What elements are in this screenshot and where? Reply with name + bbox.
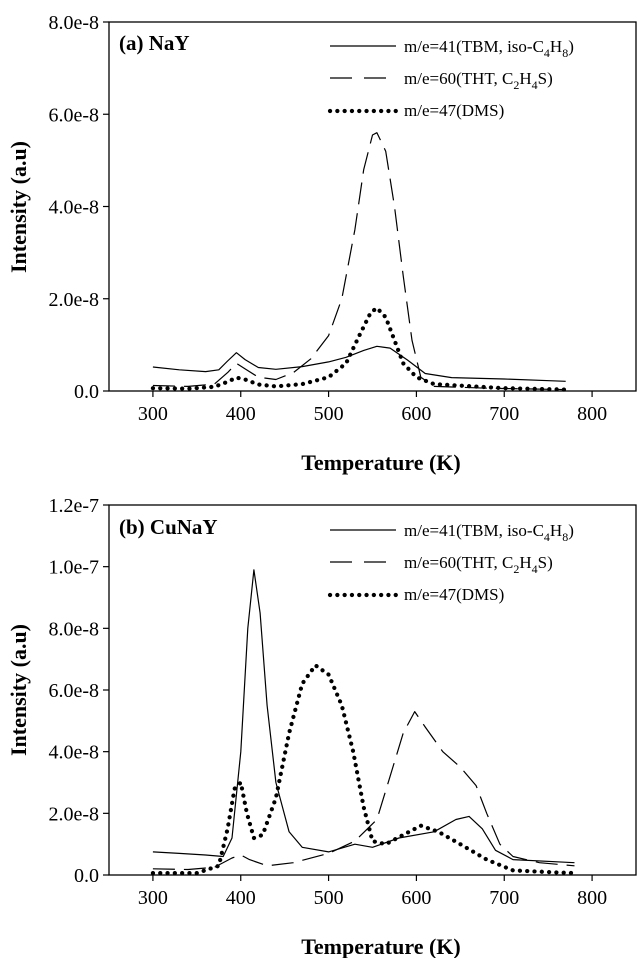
y-tick-label: 6.0e-8 [48,680,99,702]
y-tick-label: 0.0 [74,381,99,403]
series-line-solid [152,569,575,864]
series-line-dashed [152,132,566,391]
x-tick-label: 300 [138,887,168,909]
legend-label: m/e=60(THT, C2H4S) [404,69,553,92]
panel-b-y-ticks: 0.0 2.0e-8 4.0e-8 6.0e-8 8.0e-8 1.0e-7 1.2e-7 [48,495,109,887]
panel-a-x-ticks: 300 400 500 600 700 800 [138,391,607,425]
x-tick-label: 400 [226,887,256,909]
y-tick-label: 6.0e-8 [48,104,99,126]
x-tick-label: 500 [314,887,344,909]
x-tick-label: 300 [138,403,168,425]
y-tick-label: 4.0e-8 [48,742,99,764]
panel-a-plot-frame [108,21,637,392]
y-tick-label: 4.0e-8 [48,197,99,219]
x-tick-label: 800 [577,403,607,425]
series-line-dotted [150,305,568,392]
panel-b-plot-frame [108,504,637,876]
panel-b: 0.02.0e-84.0e-86.0e-88.0e-81.0e-71.2e-7 … [6,495,637,958]
y-tick-label: 1.2e-7 [48,495,99,517]
panel-a: 0.0 2.0e-8 4.0e-8 6.0e-8 8.0e-8 300 400 500 600… [6,12,637,475]
y-tick-label: 2.0e-8 [48,289,99,311]
x-tick-label: 600 [401,403,431,425]
legend-label: m/e=60(THT, C2H4S) [404,553,553,576]
x-tick-label: 700 [489,403,519,425]
panel-a-legend: m/e=41(TBM, iso-C4H8) m/e=60(THT, C2H4S) m… [327,37,574,120]
x-tick-label: 400 [226,403,256,425]
legend-label: m/e=41(TBM, iso-C4H8) [404,521,574,544]
panel-a-series [150,132,568,392]
panel-a-x-axis-label: Temperature (K) [301,450,460,475]
y-tick-label: 2.0e-8 [48,803,99,825]
legend-label: m/e=47(DMS) [404,585,504,604]
y-tick-label: 8.0e-8 [48,618,99,640]
x-tick-label: 800 [577,887,607,909]
legend-label: m/e=47(DMS) [404,101,504,120]
panel-a-y-ticks: 0.0 2.0e-8 4.0e-8 6.0e-8 8.0e-8 [48,12,109,403]
x-tick-label: 600 [401,887,431,909]
panel-b-y-axis-label: Intensity (a.u) [6,624,31,756]
legend-label: m/e=41(TBM, iso-C4H8) [404,37,574,60]
y-tick-label: 1.0e-7 [48,557,99,579]
series-line-dotted [150,663,577,876]
panel-a-y-axis-label: Intensity (a.u) [6,141,31,273]
panel-b-series [150,569,577,876]
panel-b-legend: m/e=41(TBM, iso-C4H8) m/e=60(THT, C2H4S) m… [327,521,574,604]
panel-a-title: (a) NaY [119,31,190,55]
series-line-solid [152,345,566,382]
x-tick-label: 500 [314,403,344,425]
panel-b-x-ticks: 300 400 500 600 700 800 [138,875,607,909]
y-tick-label: 8.0e-8 [48,12,99,34]
panel-b-title: (b) CuNaY [119,515,218,539]
panel-b-x-axis-label: Temperature (K) [301,934,460,958]
y-tick-label: 0.0 [74,865,99,887]
series-line-dashed [152,711,575,871]
x-tick-label: 700 [489,887,519,909]
